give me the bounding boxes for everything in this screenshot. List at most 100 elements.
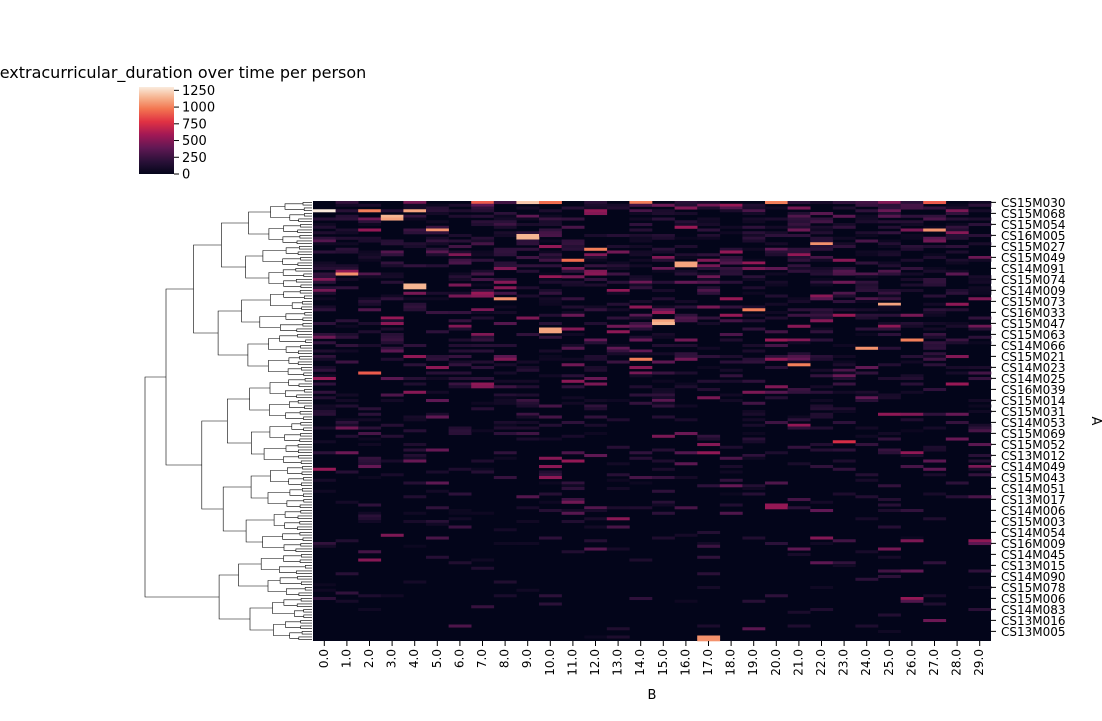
heatmap-cell [629,366,653,370]
heatmap-cell [448,291,472,295]
x-tick-label: 29.0 [972,649,986,676]
heatmap-cell [606,506,630,510]
heatmap-cell [335,399,359,403]
heatmap-cell [448,509,472,513]
heatmap-cell [448,245,472,249]
heatmap-cell [629,324,653,328]
heatmap-cell [358,459,382,463]
heatmap-cell [765,481,788,485]
dendrogram-link [283,544,301,551]
heatmap-cell [900,509,924,513]
heatmap-cell [900,377,924,381]
heatmap-cell [471,236,495,240]
heatmap-cell [471,605,495,609]
heatmap-cell [855,250,879,254]
heatmap-cell [516,360,540,364]
heatmap-cell [516,247,540,251]
heatmap-cell [878,289,901,293]
heatmap-cell [900,322,924,326]
heatmap-cell [968,324,992,328]
x-tick-label: 1.0 [339,649,353,668]
heatmap-cell [539,289,562,293]
heatmap-cell [652,500,675,504]
heatmap-cell [313,280,336,284]
heatmap-cell [719,231,743,235]
heatmap-cell [584,357,608,361]
heatmap-cell [697,366,721,370]
heatmap-cell [358,258,382,262]
heatmap-cell [516,520,540,524]
heatmap-cell [878,437,901,441]
heatmap-cell [945,302,969,306]
y-tick-label: CS15M043 [1001,471,1066,485]
dendrogram-link [304,312,312,316]
heatmap-cell [900,258,924,262]
heatmap-cell [945,291,969,295]
heatmap-cell [426,399,449,403]
heatmap-cell [358,426,382,430]
dendrogram-link [304,389,312,393]
heatmap-cell [471,250,495,254]
heatmap-cell [358,407,382,411]
heatmap-cell [335,201,359,205]
heatmap-cell [539,300,562,304]
heatmap-cell [652,203,675,207]
heatmap-cell [765,357,788,361]
heatmap-cell [471,203,495,207]
heatmap-cell [900,338,924,342]
heatmap-cell [629,481,653,485]
heatmap-cell [313,341,336,345]
heatmap-cell [787,264,811,268]
heatmap-cell [516,412,540,416]
heatmap-cell [426,448,449,452]
heatmap-cell [493,399,517,403]
heatmap-cell [652,234,675,238]
heatmap-cell [471,377,495,381]
heatmap-cell [313,333,336,337]
heatmap-cell [313,396,336,400]
heatmap-cell [787,269,811,273]
heatmap-cell [380,261,404,265]
heatmap-cell [561,385,585,389]
y-tick-label: CS14M025 [1001,372,1066,386]
heatmap-cell [426,366,449,370]
heatmap-cell [878,209,901,213]
heatmap-cell [900,536,924,540]
heatmap-cell [493,231,517,235]
heatmap-cell [448,327,472,331]
heatmap-cell [335,418,359,422]
heatmap-cell [313,236,336,240]
heatmap-cell [584,432,608,436]
heatmap-cell [968,291,992,295]
heatmap-cell [493,456,517,460]
heatmap-cell [697,542,721,546]
heatmap-cell [448,349,472,353]
heatmap-cell [787,217,811,221]
heatmap-cell [742,454,766,458]
heatmap-cell [900,313,924,317]
heatmap-cell [584,509,608,513]
heatmap-cell [855,313,879,317]
heatmap-cell [403,429,427,433]
heatmap-cell [810,267,834,271]
heatmap-cell [471,242,495,246]
dendrogram-link [303,416,312,420]
heatmap-cell [765,344,788,348]
heatmap-cell [629,558,653,562]
heatmap-cell [878,231,901,235]
heatmap-cell [855,333,879,337]
heatmap-cell [584,415,608,419]
heatmap-cell [561,267,585,271]
dendrogram-link [305,565,312,569]
heatmap-cell [539,465,562,469]
heatmap-cell [945,234,969,238]
heatmap-cell [855,434,879,438]
heatmap-cell [539,473,562,477]
heatmap-cell [335,264,359,268]
heatmap-cell [810,280,834,284]
heatmap-cell [335,269,359,273]
heatmap-cell [448,258,472,262]
heatmap-cell [832,280,856,284]
heatmap-cell [539,536,562,540]
dendrogram-link [201,420,228,510]
